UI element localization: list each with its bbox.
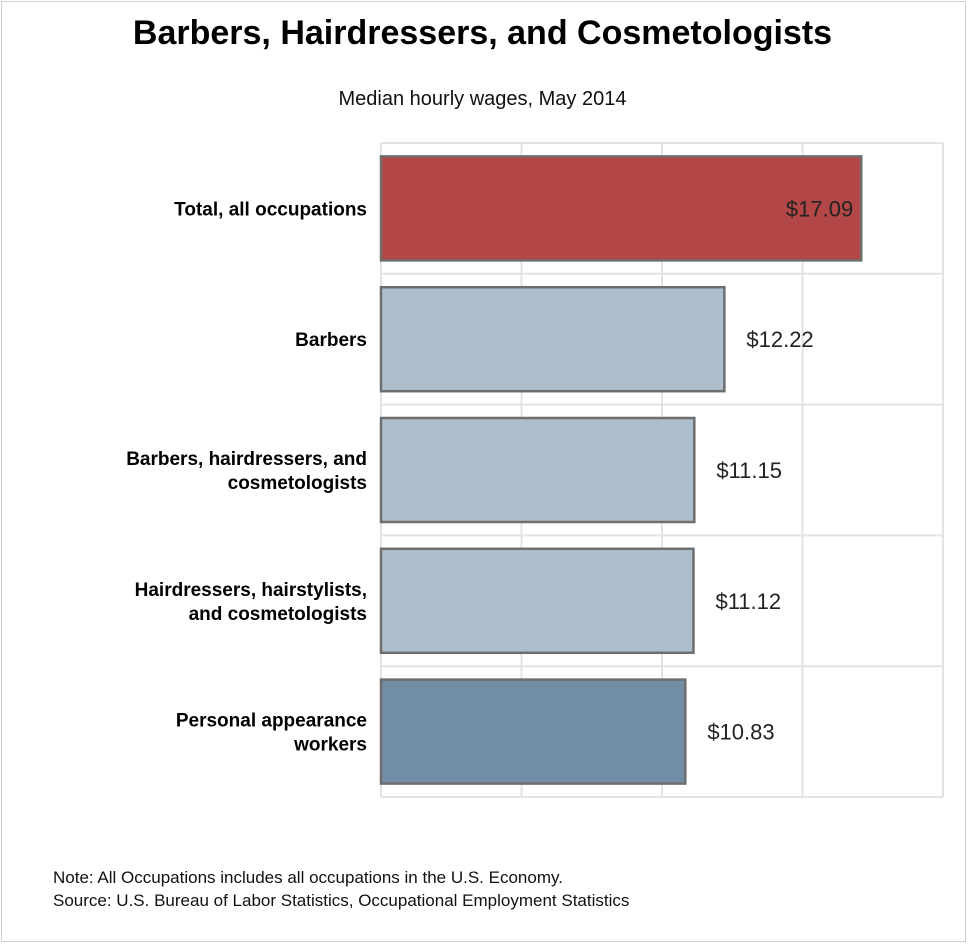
- category-label-line: Total, all occupations: [174, 199, 367, 220]
- bar: [379, 155, 863, 262]
- data-label: $12.22: [746, 327, 813, 352]
- category-label: Barbers: [295, 330, 367, 351]
- category-label-line: cosmetologists: [228, 473, 367, 494]
- category-label-line: Barbers, hairdressers, and: [126, 449, 367, 470]
- bar: [379, 547, 695, 655]
- category-label-line: and cosmetologists: [189, 604, 367, 625]
- note-text: Note: All Occupations includes all occup…: [53, 868, 563, 887]
- chart-notes: Note: All Occupations includes all occup…: [53, 866, 629, 912]
- category-label: Hairdressers, hairstylists, and cosmetolo…: [135, 580, 367, 625]
- category-label-line: workers: [293, 735, 367, 756]
- data-label: $10.83: [707, 720, 774, 745]
- source-text: Source: U.S. Bureau of Labor Statistics,…: [53, 891, 630, 910]
- bar: [379, 678, 687, 785]
- chart-title: Barbers, Hairdressers, and Cosmetologist…: [132, 14, 833, 52]
- category-label: Barbers, hairdressers, and cosmetologists: [126, 449, 367, 494]
- bar: [379, 416, 696, 524]
- category-label: Personal appearance workers: [176, 711, 367, 756]
- bar: [379, 285, 726, 393]
- data-label: $11.12: [715, 589, 781, 614]
- chart-subtitle: Median hourly wages, May 2014: [338, 88, 627, 110]
- category-label: Total, all occupations: [174, 199, 367, 220]
- category-label-line: Hairdressers, hairstylists,: [135, 580, 367, 601]
- data-label: $11.15: [716, 458, 782, 483]
- bar-chart: Total, all occupations $17.09 Barbers $12.2…: [126, 142, 944, 798]
- category-label-line: Personal appearance: [176, 711, 367, 732]
- data-label: $17.09: [786, 196, 853, 221]
- category-label-line: Barbers: [295, 330, 367, 351]
